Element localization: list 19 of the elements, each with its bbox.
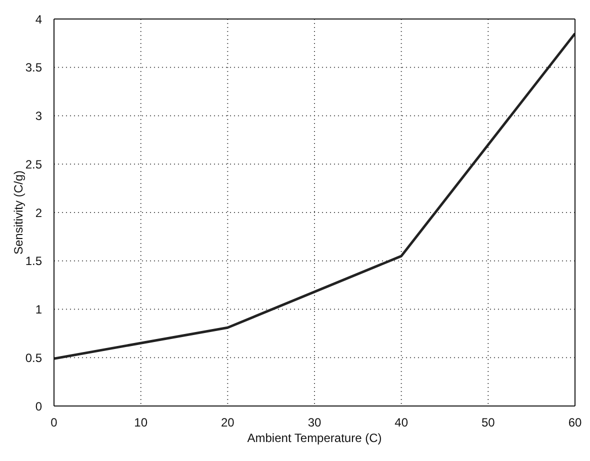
- y-axis-title: Sensitivity (C/g): [11, 170, 26, 255]
- x-tick-label: 50: [481, 416, 496, 430]
- x-tick-label: 40: [394, 416, 408, 430]
- y-tick-label: 2.5: [25, 157, 42, 172]
- x-tick-label: 10: [134, 416, 148, 430]
- x-tick-label: 60: [568, 416, 582, 430]
- x-tick-label: 20: [220, 416, 235, 430]
- y-tick-label: 1: [35, 302, 42, 317]
- x-tick-label: 30: [308, 416, 322, 430]
- y-tick-label: 0: [35, 399, 42, 414]
- y-tick-label: 3.5: [25, 60, 42, 75]
- y-tick-label: 4: [35, 12, 42, 26]
- x-axis-title: Ambient Temperature (C): [247, 431, 382, 445]
- line-series: [54, 32, 575, 360]
- y-tick-label: 2: [35, 206, 42, 220]
- x-tick-label: 0: [50, 416, 58, 430]
- y-tick-label: 3: [35, 109, 42, 124]
- y-tick-label: 1.5: [25, 254, 42, 268]
- y-tick-label: 0.5: [25, 350, 42, 365]
